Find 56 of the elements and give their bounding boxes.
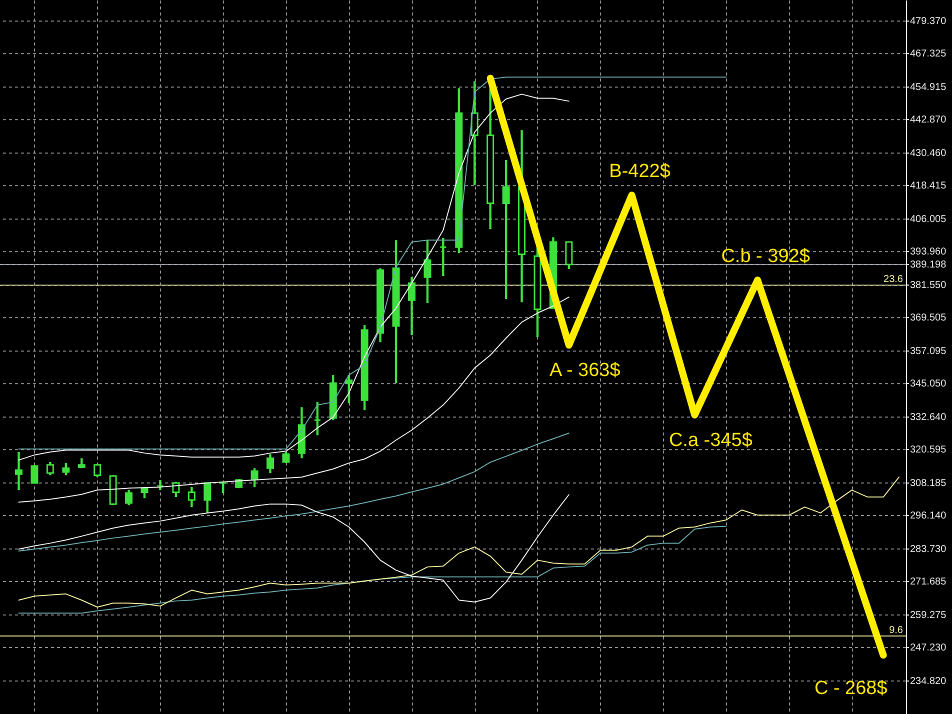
annotation: A - 363$	[550, 360, 621, 382]
y-tick-label: 296.140	[910, 510, 947, 522]
annotation: 9.6	[889, 625, 904, 636]
candlestick	[266, 453, 274, 474]
candlestick	[314, 400, 322, 436]
candlestick	[15, 450, 23, 492]
candlestick	[125, 488, 133, 506]
annotation: B-422$	[609, 161, 671, 182]
candlestick	[408, 276, 416, 336]
candlestick	[424, 239, 432, 304]
candlestick	[345, 374, 353, 404]
candlestick	[30, 464, 38, 484]
line-series	[18, 476, 900, 608]
y-tick-label: 234.820	[910, 676, 947, 688]
y-tick-label: 283.730	[910, 544, 947, 556]
candlestick	[565, 240, 573, 270]
line-series	[18, 94, 570, 461]
candlestick	[502, 158, 510, 300]
y-tick-label: 259.275	[910, 610, 947, 622]
candlestick	[94, 463, 102, 478]
y-tick-label: 357.095	[910, 346, 947, 358]
y-tick-label: 418.415	[910, 180, 947, 192]
candlestick	[156, 478, 164, 492]
y-tick-label: 454.915	[910, 82, 947, 94]
candlestick	[172, 480, 180, 498]
y-tick-label: 332.640	[910, 412, 947, 424]
line-series	[18, 296, 570, 503]
candlestick	[46, 460, 54, 476]
y-tick-label: 271.685	[910, 576, 947, 588]
candlestick	[62, 462, 70, 476]
y-tick-label: 393.960	[910, 246, 947, 258]
annotation: 23.6	[884, 274, 904, 286]
y-tick-label: 381.550	[910, 280, 947, 292]
y-tick-label: 308.185	[910, 478, 947, 490]
y-tick-label: 430.460	[910, 148, 947, 160]
line-series	[18, 494, 570, 603]
annotation: C.a -345$	[668, 430, 753, 452]
y-tick-label: 369.505	[910, 312, 947, 324]
y-tick-label: 345.050	[910, 378, 947, 390]
y-tick-label: 389.198	[910, 259, 947, 270]
candlestick	[282, 450, 290, 464]
y-tick-label: 479.370	[910, 16, 947, 28]
y-tick-label: 406.005	[910, 214, 947, 226]
candlestick	[219, 480, 227, 494]
line-series	[18, 432, 570, 552]
y-tick-label: 442.870	[910, 114, 947, 126]
candlestick	[439, 236, 447, 278]
y-tick-label: 320.595	[910, 444, 947, 456]
line-series	[18, 526, 727, 614]
y-tick-label: 467.325	[910, 48, 947, 60]
y-tick-label: 247.230	[910, 642, 947, 654]
candlestick	[250, 467, 258, 488]
annotation: C - 268$	[814, 678, 888, 700]
annotation: C.b - 392$	[721, 246, 810, 268]
candlestick	[188, 486, 196, 508]
candlestick	[204, 482, 212, 514]
